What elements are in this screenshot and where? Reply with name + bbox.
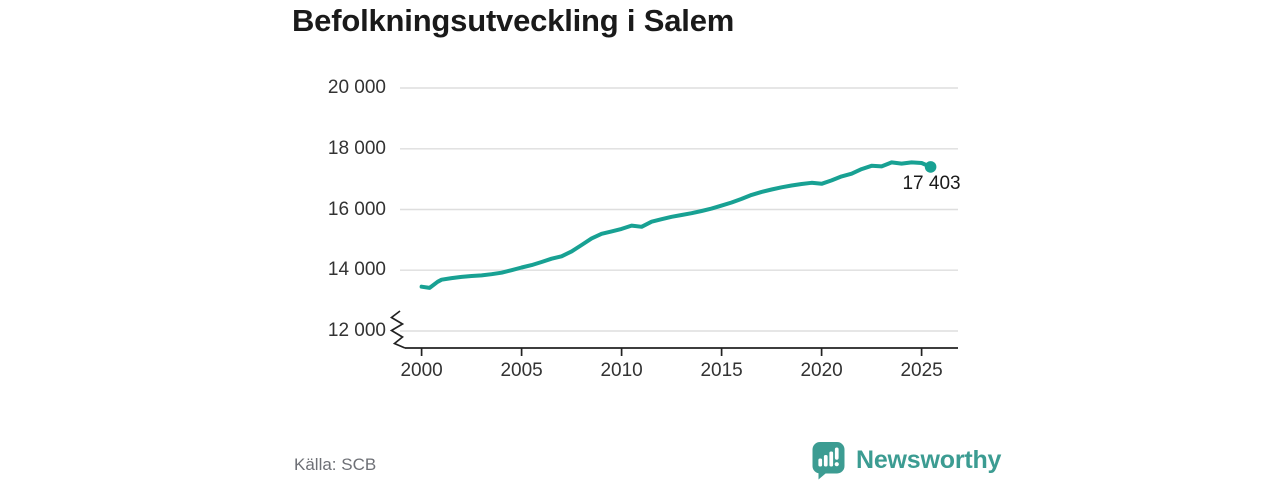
y-tick-label: 12 000 <box>327 319 386 341</box>
population-series-line <box>419 160 933 290</box>
newsworthy-logo: Newsworthy <box>811 440 1001 480</box>
chart-title: Befolkningsutveckling i Salem <box>292 3 735 38</box>
y-tick-label: 20 000 <box>327 77 386 99</box>
y-tick-label: 16 000 <box>327 198 386 220</box>
x-tick-label: 2010 <box>600 360 643 381</box>
latest-value-dot <box>924 161 937 173</box>
source-caption: Källa: SCB <box>294 455 377 474</box>
x-tick-label: 2020 <box>800 360 843 381</box>
x-tick-label: 2005 <box>500 360 543 381</box>
y-axis-break-icon <box>389 310 406 349</box>
y-tick-label: 18 000 <box>327 137 386 159</box>
x-tick-label: 2015 <box>700 360 743 381</box>
newsworthy-logo-icon <box>812 442 845 480</box>
x-tick-label: 2000 <box>400 360 443 381</box>
newsworthy-wordmark: Newsworthy <box>856 445 1002 474</box>
latest-value-label: 17 403 <box>902 172 961 194</box>
x-tick-label: 2025 <box>900 360 943 381</box>
y-tick-label: 14 000 <box>327 259 386 281</box>
